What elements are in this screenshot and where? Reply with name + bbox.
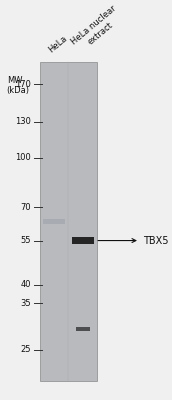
Bar (43, 220, 65, 224)
Text: 170: 170 (15, 80, 31, 89)
Text: MW
(kDa): MW (kDa) (7, 76, 30, 95)
Text: 55: 55 (21, 236, 31, 245)
Text: 70: 70 (21, 203, 31, 212)
Text: 100: 100 (16, 153, 31, 162)
Text: 25: 25 (21, 345, 31, 354)
Bar (76, 327, 90, 332)
Bar (40, 62, 97, 380)
Text: 40: 40 (21, 280, 31, 289)
Bar (72, 237, 94, 244)
Text: TBX5: TBX5 (98, 236, 168, 246)
Text: 35: 35 (21, 298, 31, 308)
Text: HeLa: HeLa (47, 34, 69, 55)
Text: 130: 130 (15, 117, 31, 126)
Text: HeLa nuclear
extract: HeLa nuclear extract (69, 4, 124, 55)
